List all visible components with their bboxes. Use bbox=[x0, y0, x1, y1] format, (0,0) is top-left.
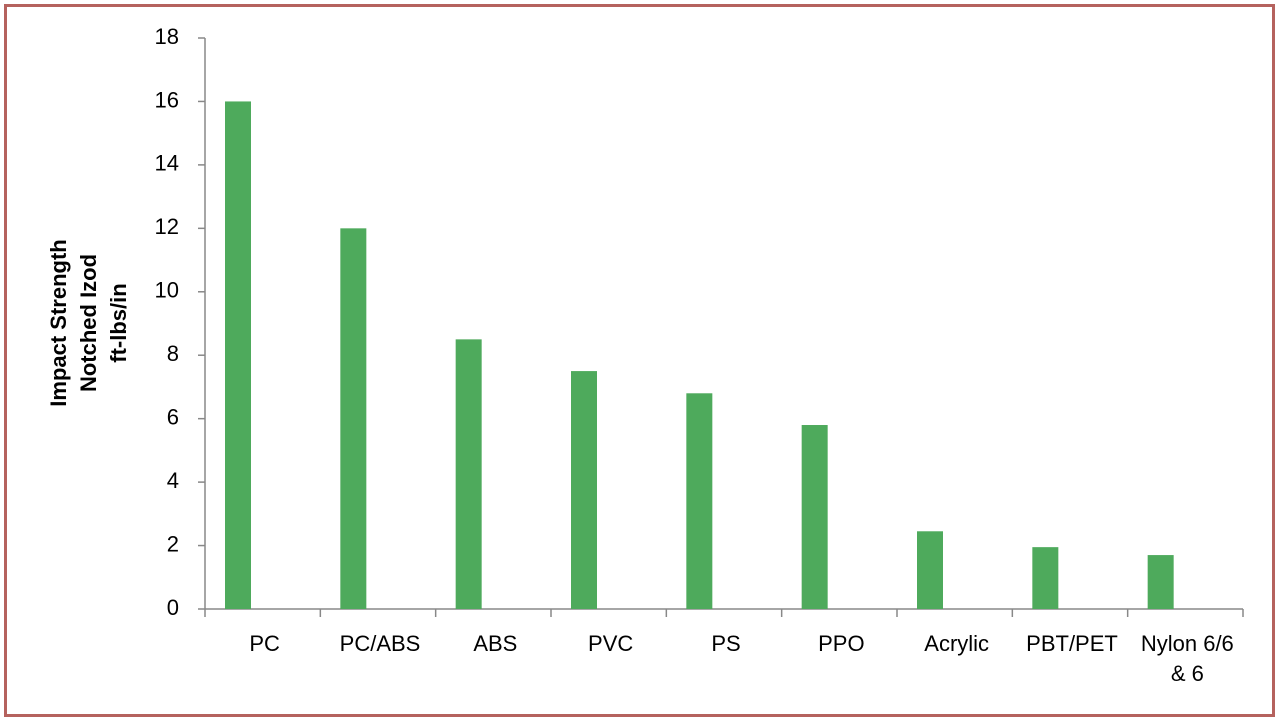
bar bbox=[1147, 555, 1174, 609]
y-axis-title: Impact Strength Notched Izod ft-lbs/in bbox=[46, 239, 131, 406]
y-axis-title-line: Notched Izod bbox=[76, 254, 101, 392]
y-tick-label: 4 bbox=[167, 468, 179, 493]
y-tick-label: 6 bbox=[167, 404, 179, 429]
x-tick-label: PC/ABS bbox=[339, 631, 421, 656]
bar bbox=[801, 425, 828, 609]
bar bbox=[686, 393, 713, 609]
y-tick-label: 10 bbox=[155, 278, 179, 303]
bar bbox=[340, 228, 367, 610]
frame bbox=[4, 4, 1275, 717]
x-tick-label: PVC bbox=[588, 631, 634, 656]
y-tick-label: 18 bbox=[155, 24, 179, 49]
bar bbox=[571, 371, 597, 609]
y-tick-label: 2 bbox=[167, 531, 179, 556]
x-tick-label: Nylon 6/6 & 6 bbox=[1140, 631, 1234, 686]
y-axis-title-line: Impact Strength bbox=[46, 239, 71, 406]
y-tick-label: 14 bbox=[155, 151, 179, 176]
x-tick-label: ABS bbox=[473, 631, 518, 656]
x-tick-label: PC bbox=[249, 631, 280, 656]
x-tick-label: PBT/PET bbox=[1026, 631, 1118, 656]
y-tick-label: 0 bbox=[167, 595, 179, 620]
bar bbox=[225, 101, 251, 609]
y-tick-label: 8 bbox=[167, 341, 179, 366]
bar bbox=[1032, 547, 1059, 609]
bar bbox=[455, 339, 482, 609]
bar bbox=[917, 531, 943, 609]
x-tick-label: Acrylic bbox=[924, 631, 990, 656]
y-tick-label: 16 bbox=[155, 87, 179, 112]
y-axis-title-line: ft-lbs/in bbox=[106, 283, 131, 362]
x-tick-label: PPO bbox=[818, 631, 865, 656]
y-tick-label: 12 bbox=[155, 214, 179, 239]
x-tick-label: PS bbox=[711, 631, 741, 656]
